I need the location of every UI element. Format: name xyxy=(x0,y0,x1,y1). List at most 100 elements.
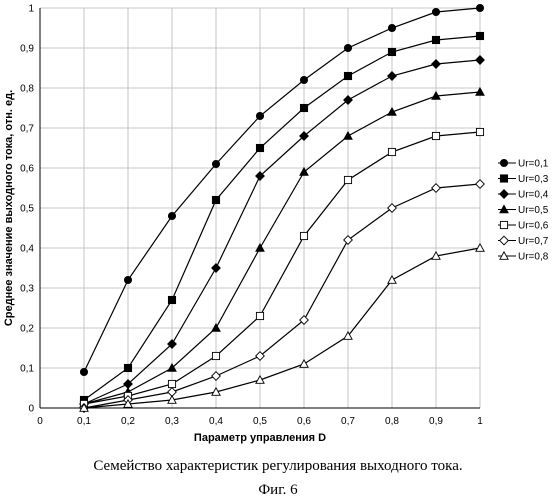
data-point xyxy=(300,232,307,239)
x-tick-label: 0,1 xyxy=(77,416,91,427)
data-point xyxy=(256,312,263,319)
y-tick-label: 0,5 xyxy=(20,204,34,215)
series-line xyxy=(84,8,480,372)
data-point xyxy=(388,72,397,81)
legend: Ur=0,1 Ur=0,3 Ur=0,4 Ur=0,5 Ur=0,6 Ur=0,7 Ur=0… xyxy=(498,159,549,263)
data-point xyxy=(344,176,351,183)
data-point xyxy=(124,276,131,283)
series-1 xyxy=(80,4,483,375)
axes: 00,10,20,30,40,50,60,70,80,9100,10,20,30… xyxy=(20,4,483,428)
series-line xyxy=(84,184,480,408)
data-point xyxy=(388,108,396,115)
data-point xyxy=(300,360,308,367)
data-point xyxy=(388,24,395,31)
series-4 xyxy=(80,88,484,407)
legend-marker xyxy=(500,159,507,166)
legend-item: Ur=0,8 xyxy=(498,252,549,263)
data-point xyxy=(388,48,395,55)
data-point xyxy=(476,128,483,135)
data-point xyxy=(432,60,441,69)
data-point xyxy=(300,76,307,83)
data-point xyxy=(212,160,219,167)
y-tick-label: 1 xyxy=(28,4,34,15)
data-point xyxy=(344,44,351,51)
data-point xyxy=(212,352,219,359)
legend-label: Ur=0,5 xyxy=(518,205,549,216)
data-point xyxy=(168,380,175,387)
legend-label: Ur=0,7 xyxy=(518,236,549,247)
data-point xyxy=(344,132,352,139)
data-point xyxy=(388,276,396,283)
data-point xyxy=(476,56,485,65)
legend-item: Ur=0,5 xyxy=(498,205,549,216)
series-line xyxy=(84,132,480,404)
x-tick-label: 0,5 xyxy=(253,416,267,427)
legend-item: Ur=0,1 xyxy=(498,159,549,170)
y-tick-label: 0,6 xyxy=(20,164,34,175)
data-point xyxy=(212,372,221,381)
y-tick-label: 0,7 xyxy=(20,124,34,135)
legend-label: Ur=0,6 xyxy=(518,221,549,232)
series-7 xyxy=(80,244,484,411)
data-point xyxy=(388,204,397,213)
legend-item: Ur=0,3 xyxy=(498,174,549,185)
data-point xyxy=(476,244,484,251)
data-point xyxy=(256,376,264,383)
y-tick-label: 0,4 xyxy=(20,244,34,255)
x-tick-label: 0,8 xyxy=(385,416,399,427)
grid xyxy=(40,8,480,408)
legend-label: Ur=0,1 xyxy=(518,159,549,170)
y-tick-label: 0 xyxy=(28,404,34,415)
x-tick-label: 1 xyxy=(477,416,483,427)
series-line xyxy=(84,36,480,400)
series-3 xyxy=(80,56,485,409)
data-point xyxy=(476,180,485,189)
x-tick-label: 0,9 xyxy=(429,416,443,427)
data-point xyxy=(344,72,351,79)
y-axis-title: Среднее значение выходного тока, отн. ед… xyxy=(3,90,15,326)
x-tick-label: 0,4 xyxy=(209,416,223,427)
data-point xyxy=(256,144,263,151)
data-point xyxy=(388,148,395,155)
legend-marker xyxy=(500,175,507,182)
legend-item: Ur=0,6 xyxy=(498,221,549,232)
y-tick-label: 0,1 xyxy=(20,364,34,375)
y-tick-label: 0,9 xyxy=(20,44,34,55)
x-tick-label: 0,3 xyxy=(165,416,179,427)
data-point xyxy=(212,324,220,331)
legend-marker xyxy=(500,190,509,199)
x-tick-label: 0,7 xyxy=(341,416,355,427)
data-point xyxy=(168,296,175,303)
series-5 xyxy=(80,128,483,407)
legend-item: Ur=0,7 xyxy=(498,236,549,247)
data-point xyxy=(212,196,219,203)
data-point xyxy=(476,88,484,95)
legend-marker xyxy=(500,236,509,245)
legend-marker xyxy=(500,221,507,228)
data-point xyxy=(212,264,221,273)
data-point xyxy=(432,36,439,43)
data-point xyxy=(476,32,483,39)
data-point xyxy=(124,364,131,371)
x-tick-label: 0 xyxy=(37,416,43,427)
data-point xyxy=(476,4,483,11)
data-point xyxy=(256,244,264,251)
figure-number: Фиг. 6 xyxy=(0,482,556,499)
data-point xyxy=(168,212,175,219)
x-axis-title: Параметр управления D xyxy=(194,432,326,444)
legend-label: Ur=0,4 xyxy=(518,190,549,201)
y-tick-label: 0,8 xyxy=(20,84,34,95)
legend-label: Ur=0,3 xyxy=(518,174,549,185)
figure-caption: Семейство характеристик регулирования вы… xyxy=(0,458,556,475)
x-tick-label: 0,6 xyxy=(297,416,311,427)
series-6 xyxy=(80,180,485,413)
y-tick-label: 0,2 xyxy=(20,324,34,335)
data-point xyxy=(300,104,307,111)
series-line xyxy=(84,60,480,404)
data-point xyxy=(256,112,263,119)
chart-svg: 00,10,20,30,40,50,60,70,80,9100,10,20,30… xyxy=(0,0,556,455)
data-point xyxy=(80,368,87,375)
y-tick-label: 0,3 xyxy=(20,284,34,295)
data-point xyxy=(432,8,439,15)
